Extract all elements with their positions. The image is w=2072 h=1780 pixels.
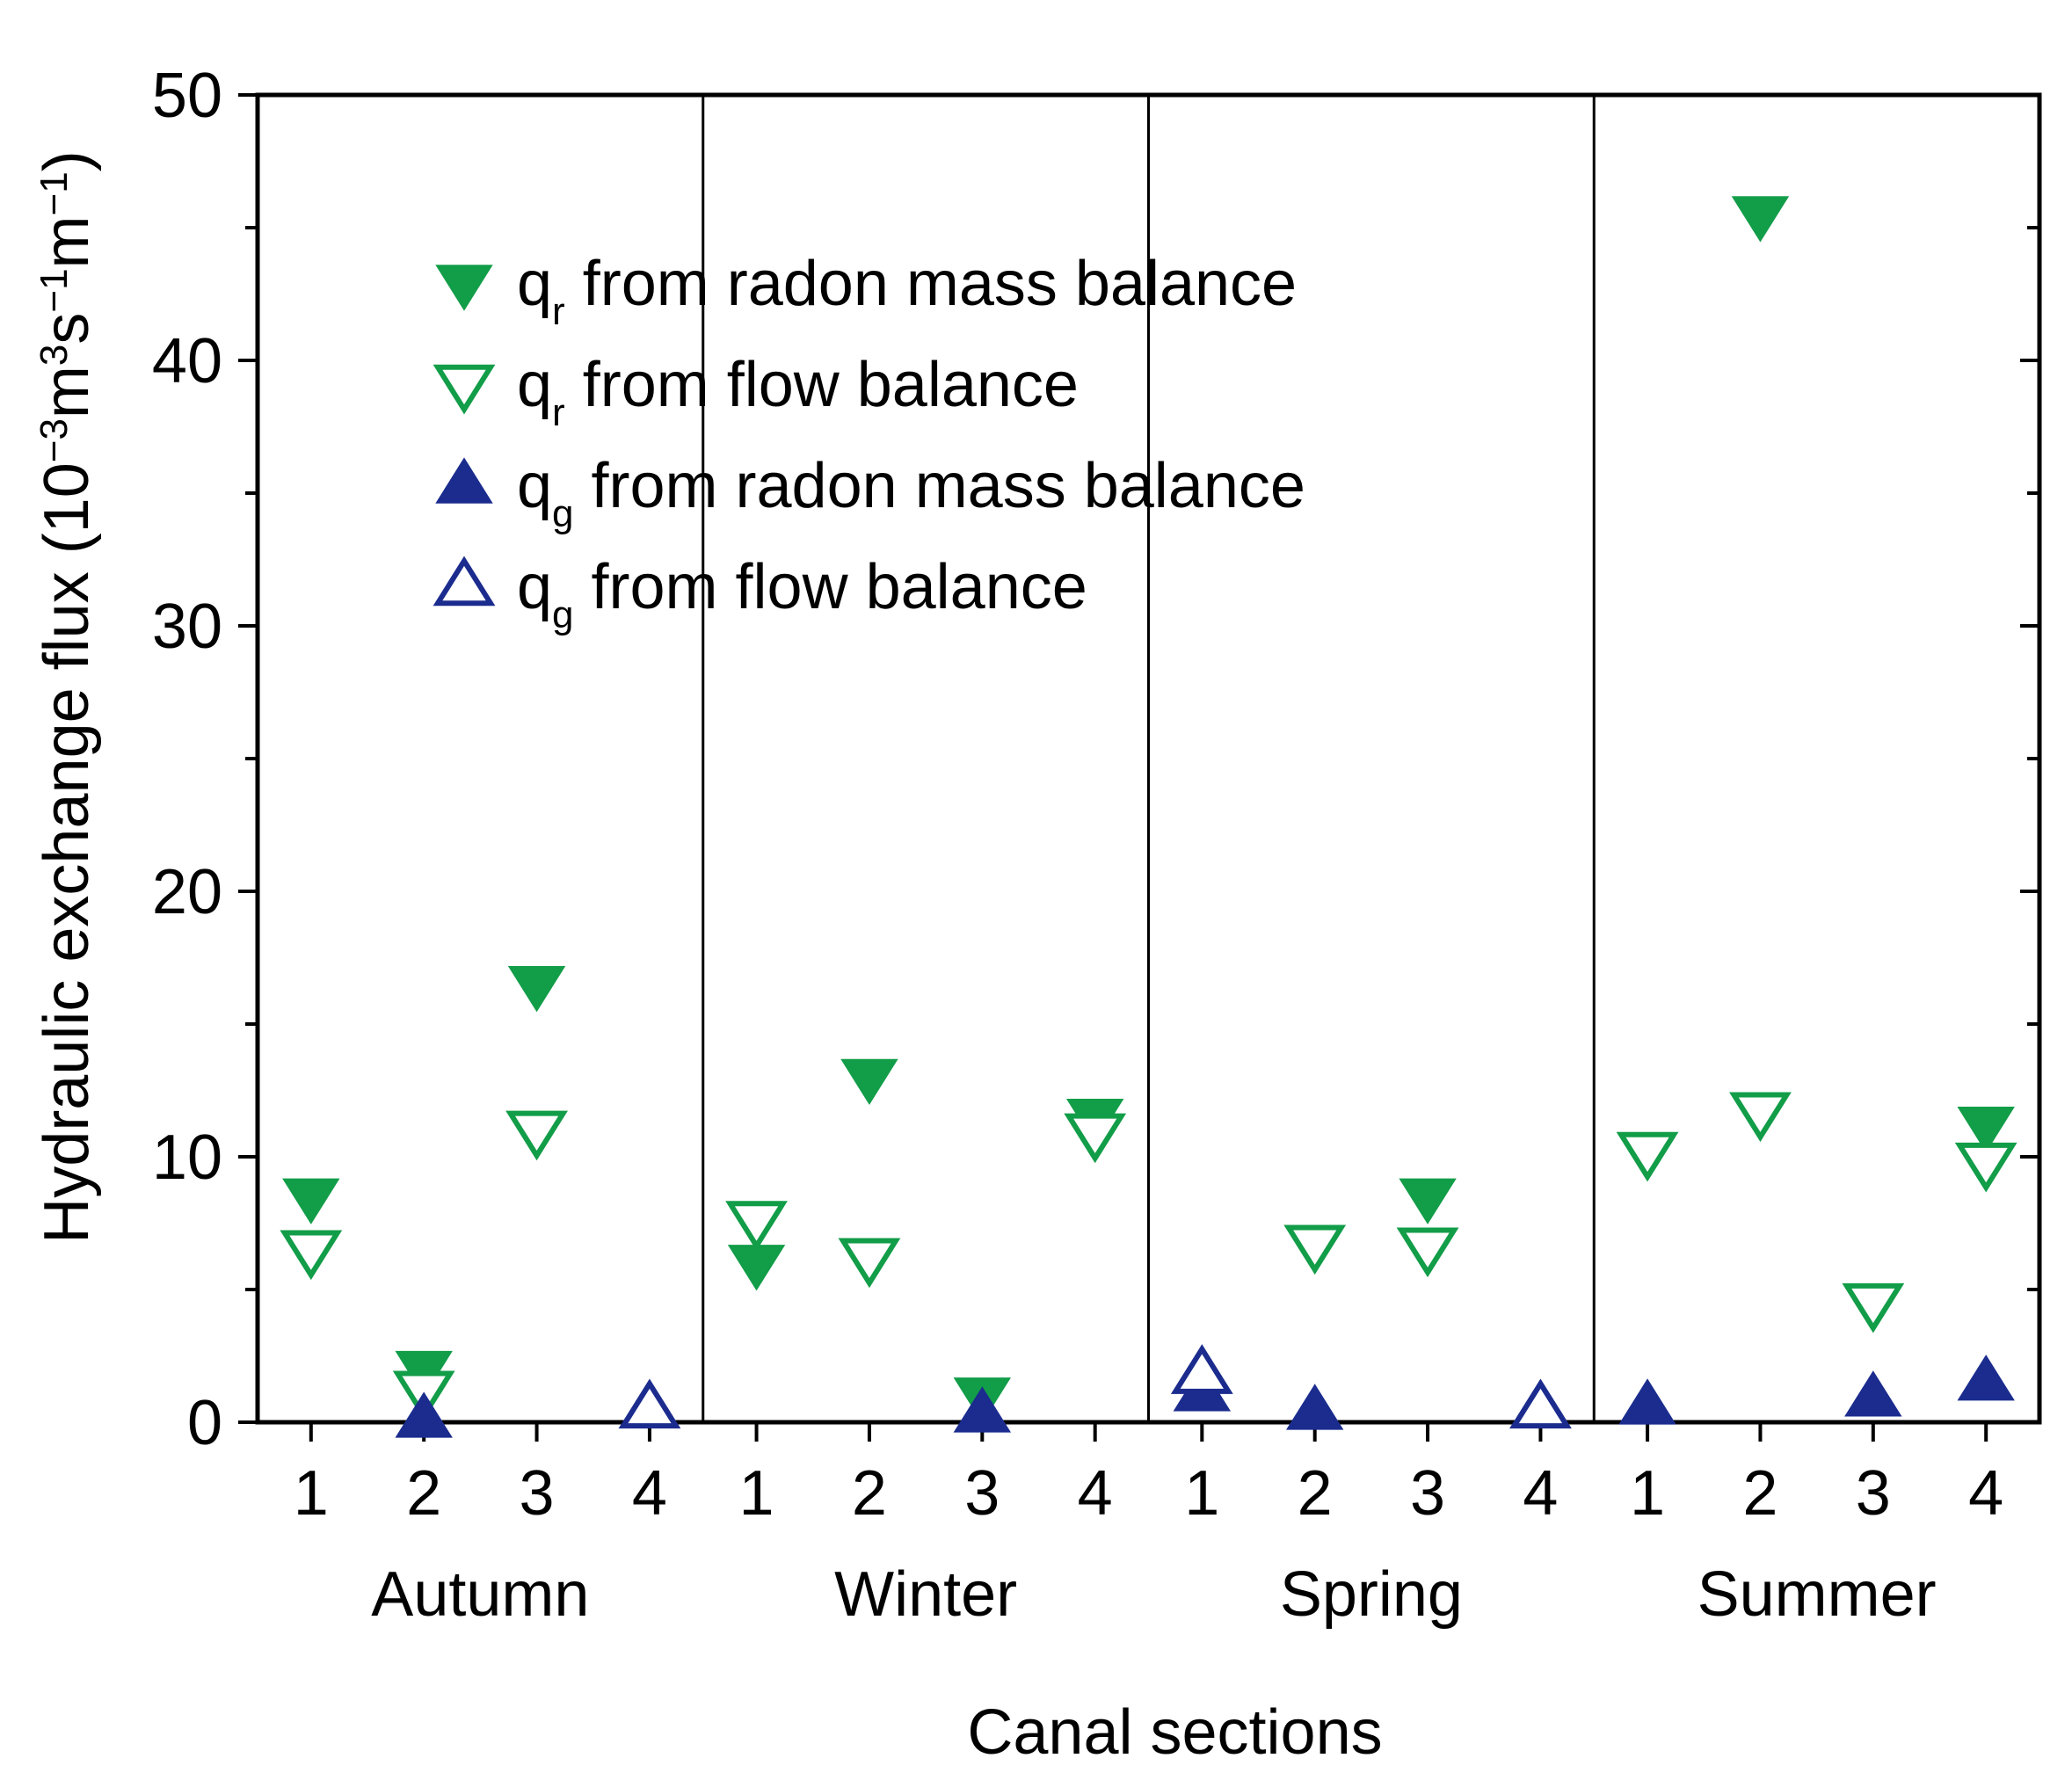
x-tick-label: 1 [1184,1458,1219,1529]
series-triangle-down-open [280,1092,2017,1421]
y-axis-title-unit: m [32,215,102,268]
season-labels: Autumn Winter Spring Summer [371,1559,1936,1630]
data-point [1285,1384,1344,1430]
y-axis-title-exp: 3 [33,345,76,366]
legend-label: qg from flow balance [517,552,1087,636]
y-axis-title-exp: −1 [33,171,76,215]
y-tick-label: 0 [187,1388,222,1458]
data-markers [280,196,2017,1438]
data-point [1842,1282,1905,1333]
season-label: Spring [1280,1559,1463,1630]
legend-marker [435,265,493,311]
x-tick-label: 3 [1410,1458,1445,1529]
data-point [1064,1113,1127,1164]
season-label: Winter [834,1559,1017,1630]
data-point [1396,1227,1459,1278]
season-label: Autumn [371,1559,589,1630]
data-point [1957,1355,2015,1401]
legend-marker [433,556,496,607]
y-tick-labels: 0 10 20 30 40 50 [152,61,222,1458]
y-tick-label: 10 [152,1122,222,1193]
y-tick-label: 50 [152,61,222,131]
x-tick-label: 3 [964,1458,1000,1529]
y-axis-title-main: Hydraulic exchange flux (10 [32,462,102,1243]
legend-label: qr from radon mass balance [517,249,1297,333]
season-label: Summer [1698,1559,1937,1630]
y-tick-label: 40 [152,326,222,396]
x-tick-label: 3 [520,1458,555,1529]
data-point [507,966,566,1013]
series-triangle-up-open [618,1344,1572,1429]
data-point [1170,1344,1233,1394]
data-point [505,1110,568,1161]
data-point [727,1245,786,1291]
data-point [838,1238,901,1289]
data-point [1509,1378,1572,1429]
legend-label: qg from radon mass balance [517,451,1305,535]
legend-label: qr from flow balance [517,350,1079,434]
x-tick-label: 2 [1742,1458,1778,1529]
x-tick-label: 1 [294,1458,329,1529]
data-point [1844,1370,1902,1417]
y-axis-title-exp: −1 [33,268,76,312]
y-axis-title-unit: m [32,366,102,418]
x-tick-label: 2 [1298,1458,1333,1529]
data-point [1399,1178,1457,1224]
x-tick-label: 4 [1078,1458,1113,1529]
x-tick-label: 3 [1856,1458,1891,1529]
data-point [840,1058,898,1106]
season-dividers [702,95,1596,1422]
x-axis-title: Canal sections [967,1697,1382,1768]
x-tick-label: 1 [739,1458,774,1529]
x-tick-label: 4 [1523,1458,1558,1529]
legend-marker [435,457,493,504]
y-axis-title-close: ) [32,150,102,171]
y-axis-title-unit: s [32,313,102,345]
plot-frame [255,92,2042,1425]
data-point [282,1178,340,1224]
data-point [1729,1092,1792,1143]
x-tick-label: 4 [632,1458,667,1529]
y-tick-label: 30 [152,592,222,662]
legend-marker [433,364,496,415]
x-tick-label: 2 [406,1458,441,1529]
data-point [395,1391,453,1438]
data-point [1731,196,1790,243]
data-point [1283,1224,1347,1275]
data-point [280,1230,343,1281]
data-point [953,1386,1012,1433]
y-axis-title-exp: −3 [33,418,76,462]
x-tick-label: 2 [852,1458,887,1529]
data-point [1618,1378,1676,1425]
data-point [1957,1107,2015,1153]
data-point [1954,1142,2017,1193]
data-point [1616,1131,1679,1182]
y-tick-label: 20 [152,857,222,927]
legend: qr from radon mass balance qr from flow b… [433,249,1305,636]
y-axis-title: Hydraulic exchange flux (10−3m3s−1m−1) [32,150,102,1243]
x-tick-label: 1 [1630,1458,1665,1529]
x-tick-label: 4 [1968,1458,2003,1529]
data-point [725,1201,788,1251]
data-point [618,1378,681,1429]
